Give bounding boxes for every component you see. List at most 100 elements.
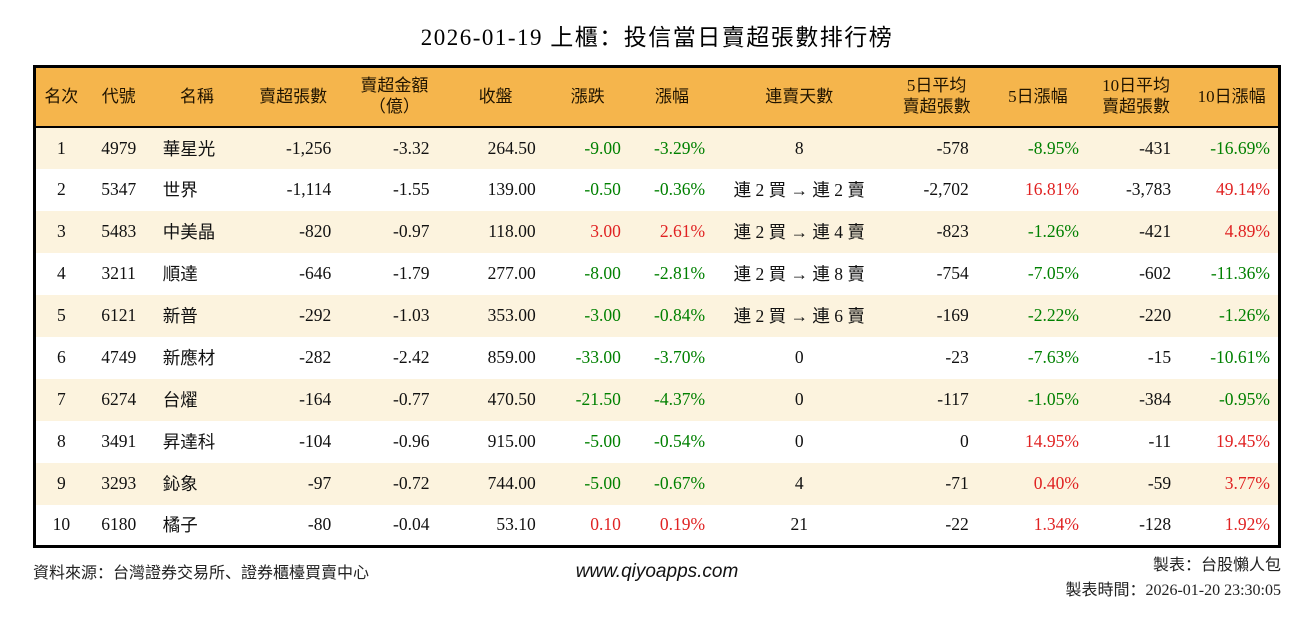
table-cell: -0.97 (343, 210, 446, 253)
table-cell: 5483 (86, 210, 151, 253)
table-cell: -80 (242, 504, 344, 547)
table-cell: -21.50 (545, 378, 630, 421)
column-header: 5日平均 賣超張數 (884, 66, 989, 128)
table-cell: -1.55 (343, 168, 446, 211)
table-cell: -578 (884, 126, 989, 169)
table-cell: -97 (242, 462, 344, 505)
table-cell: 鈊象 (150, 462, 243, 505)
credits-block: 製表：台股懶人包 製表時間：2026-01-20 23:30:05 (1065, 554, 1281, 604)
table-cell: -0.36% (629, 168, 715, 211)
table-cell: -5.00 (545, 420, 630, 463)
table-row: 5 6121 新普 -292 -1.03 353.00 -3.00 -0.84% 連 2 買 →… (34, 294, 1280, 337)
ranking-table: 名次 代號 名稱 賣超張數 賣超金額 （億） 收盤 漲跌 漲幅 連賣天數 5日平均 賣超張數 5日漲… (33, 65, 1281, 548)
table-cell: -1,114 (242, 168, 344, 211)
table-cell: -0.84% (629, 294, 715, 337)
table-cell: -117 (884, 378, 989, 421)
table-cell: 859.00 (445, 336, 546, 379)
table-cell: -220 (1086, 294, 1186, 337)
table-cell: -1.05% (988, 378, 1087, 421)
table-cell: 744.00 (445, 462, 546, 505)
table-cell: 353.00 (445, 294, 546, 337)
column-header: 名次 (34, 66, 87, 128)
table-cell: 1.34% (988, 504, 1087, 547)
table-cell: -0.67% (629, 462, 715, 505)
table-cell: 3293 (86, 462, 151, 505)
column-header: 賣超金額 （億） (343, 66, 446, 128)
table-cell: -0.50 (545, 168, 630, 211)
table-cell: -292 (242, 294, 344, 337)
table-cell: 10 (34, 504, 87, 547)
table-cell: 連 2 買 → 連 6 賣 (714, 294, 885, 337)
table-cell: 4.89% (1185, 210, 1280, 253)
table-cell: 0 (714, 378, 885, 421)
table-cell: 470.50 (445, 378, 546, 421)
table-cell: -3,783 (1086, 168, 1186, 211)
table-cell: 0 (714, 336, 885, 379)
table-cell: -2,702 (884, 168, 989, 211)
table-cell: 8 (34, 420, 87, 463)
table-cell: 5 (34, 294, 87, 337)
table-cell: -282 (242, 336, 344, 379)
table-cell: -169 (884, 294, 989, 337)
table-cell: -820 (242, 210, 344, 253)
table-cell: 49.14% (1185, 168, 1280, 211)
column-header: 代號 (86, 66, 151, 128)
column-header: 10日漲幅 (1185, 66, 1280, 128)
table-body: 1 4979 華星光 -1,256 -3.32 264.50 -9.00 -3.29% 8 -57… (34, 126, 1280, 547)
column-header: 5日漲幅 (988, 66, 1087, 128)
column-header: 收盤 (445, 66, 546, 128)
table-cell: 5347 (86, 168, 151, 211)
table-cell: -0.54% (629, 420, 715, 463)
table-cell: -823 (884, 210, 989, 253)
table-cell: 21 (714, 504, 885, 547)
table-cell: -4.37% (629, 378, 715, 421)
table-cell: -104 (242, 420, 344, 463)
table-cell: 台燿 (150, 378, 243, 421)
table-cell: -646 (242, 252, 344, 295)
column-header: 名稱 (150, 66, 243, 128)
table-cell: -8.95% (988, 126, 1087, 169)
table-cell: -754 (884, 252, 989, 295)
table-cell: 3491 (86, 420, 151, 463)
column-header: 連賣天數 (714, 66, 885, 128)
table-cell: 0 (714, 420, 885, 463)
table-row: 6 4749 新應材 -282 -2.42 859.00 -33.00 -3.70% 0 -23-… (34, 336, 1280, 379)
table-cell: 華星光 (150, 126, 243, 169)
table-cell: 6274 (86, 378, 151, 421)
table-cell: 連 2 買 → 連 8 賣 (714, 252, 885, 295)
table-cell: 3211 (86, 252, 151, 295)
made-by-text: 製表：台股懶人包 (1152, 557, 1281, 574)
table-cell: 2 (34, 168, 87, 211)
table-cell: 2.61% (629, 210, 715, 253)
table-row: 4 3211 順達 -646 -1.79 277.00 -8.00 -2.81% 連 2 買 →… (34, 252, 1280, 295)
table-cell: 4 (714, 462, 885, 505)
table-cell: 6121 (86, 294, 151, 337)
table-cell: 連 2 買 → 連 2 賣 (714, 168, 885, 211)
table-cell: -16.69% (1185, 126, 1280, 169)
table-cell: 139.00 (445, 168, 546, 211)
table-cell: 4979 (86, 126, 151, 169)
table-cell: 9 (34, 462, 87, 505)
table-cell: 53.10 (445, 504, 546, 547)
table-cell: -0.04 (343, 504, 446, 547)
table-cell: 118.00 (445, 210, 546, 253)
table-cell: -7.63% (988, 336, 1087, 379)
table-cell: -602 (1086, 252, 1186, 295)
table-cell: -23 (884, 336, 989, 379)
header-row: 名次 代號 名稱 賣超張數 賣超金額 （億） 收盤 漲跌 漲幅 連賣天數 5日平均 賣超張數 5日漲… (34, 66, 1280, 128)
table-cell: -33.00 (545, 336, 630, 379)
table-cell: -431 (1086, 126, 1186, 169)
website-text: www.qiyoapps.com (575, 561, 739, 582)
table-cell: 連 2 買 → 連 4 賣 (714, 210, 885, 253)
column-header: 漲跌 (545, 66, 630, 128)
table-cell: 4749 (86, 336, 151, 379)
table-cell: 14.95% (988, 420, 1087, 463)
table-cell: 昇達科 (150, 420, 243, 463)
table-cell: -0.72 (343, 462, 446, 505)
table-cell: -2.42 (343, 336, 446, 379)
table-cell: -0.96 (343, 420, 446, 463)
table-cell: -0.77 (343, 378, 446, 421)
table-cell: 8 (714, 126, 885, 169)
table-cell: -3.32 (343, 126, 446, 169)
table-cell: -2.81% (629, 252, 715, 295)
